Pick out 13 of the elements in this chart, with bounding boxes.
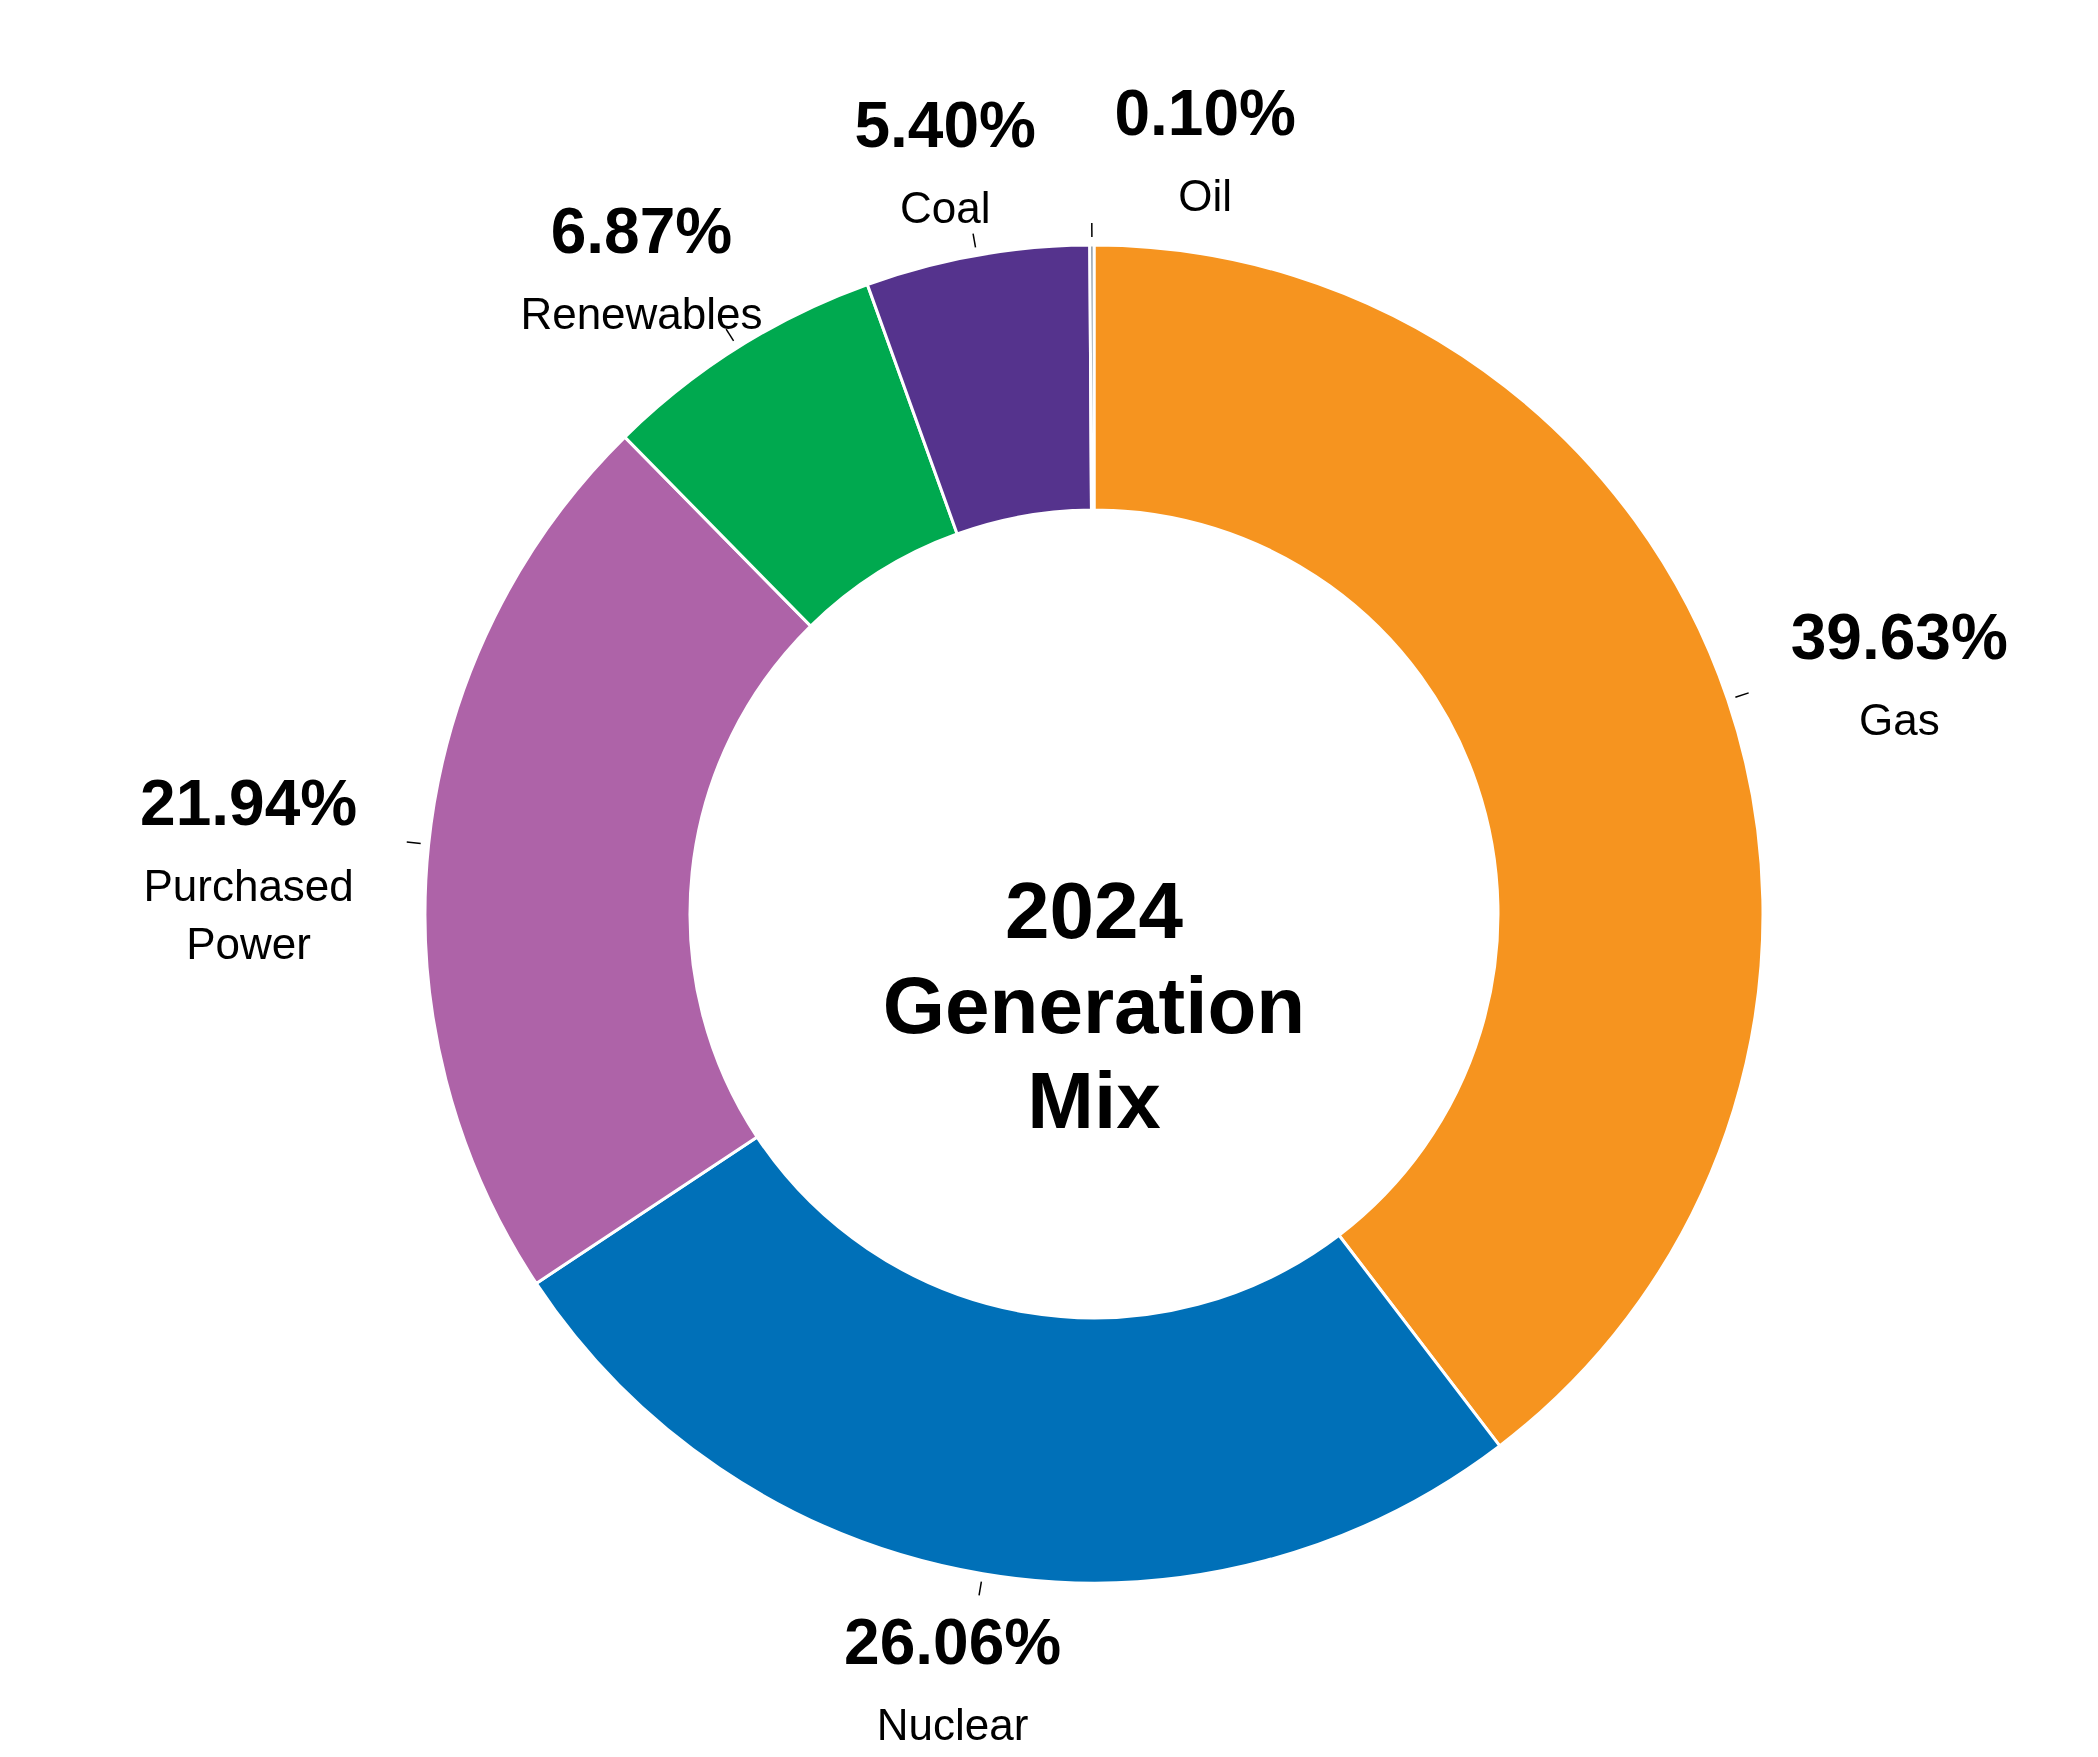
data-label: 21.94% xyxy=(140,766,358,839)
slice-label: Renewables xyxy=(520,289,763,339)
data-label: 39.63% xyxy=(1790,600,2008,673)
slice-label: Coal xyxy=(899,182,991,232)
data-label: 0.10% xyxy=(1114,77,1296,149)
slice-label: Nuclear xyxy=(876,1700,1029,1750)
data-label: 26.06% xyxy=(844,1606,1062,1679)
slice-label: Purchased Power xyxy=(143,860,354,968)
slice-label: Gas xyxy=(1858,694,1940,744)
data-label: 5.40% xyxy=(854,88,1036,161)
slice-label: Oil xyxy=(1178,171,1233,220)
data-label: 6.87% xyxy=(550,195,733,268)
text: 2024 Generation Mix xyxy=(882,866,1306,1145)
